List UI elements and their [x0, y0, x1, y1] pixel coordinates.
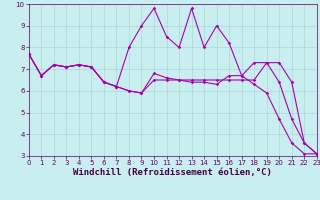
- X-axis label: Windchill (Refroidissement éolien,°C): Windchill (Refroidissement éolien,°C): [73, 168, 272, 177]
